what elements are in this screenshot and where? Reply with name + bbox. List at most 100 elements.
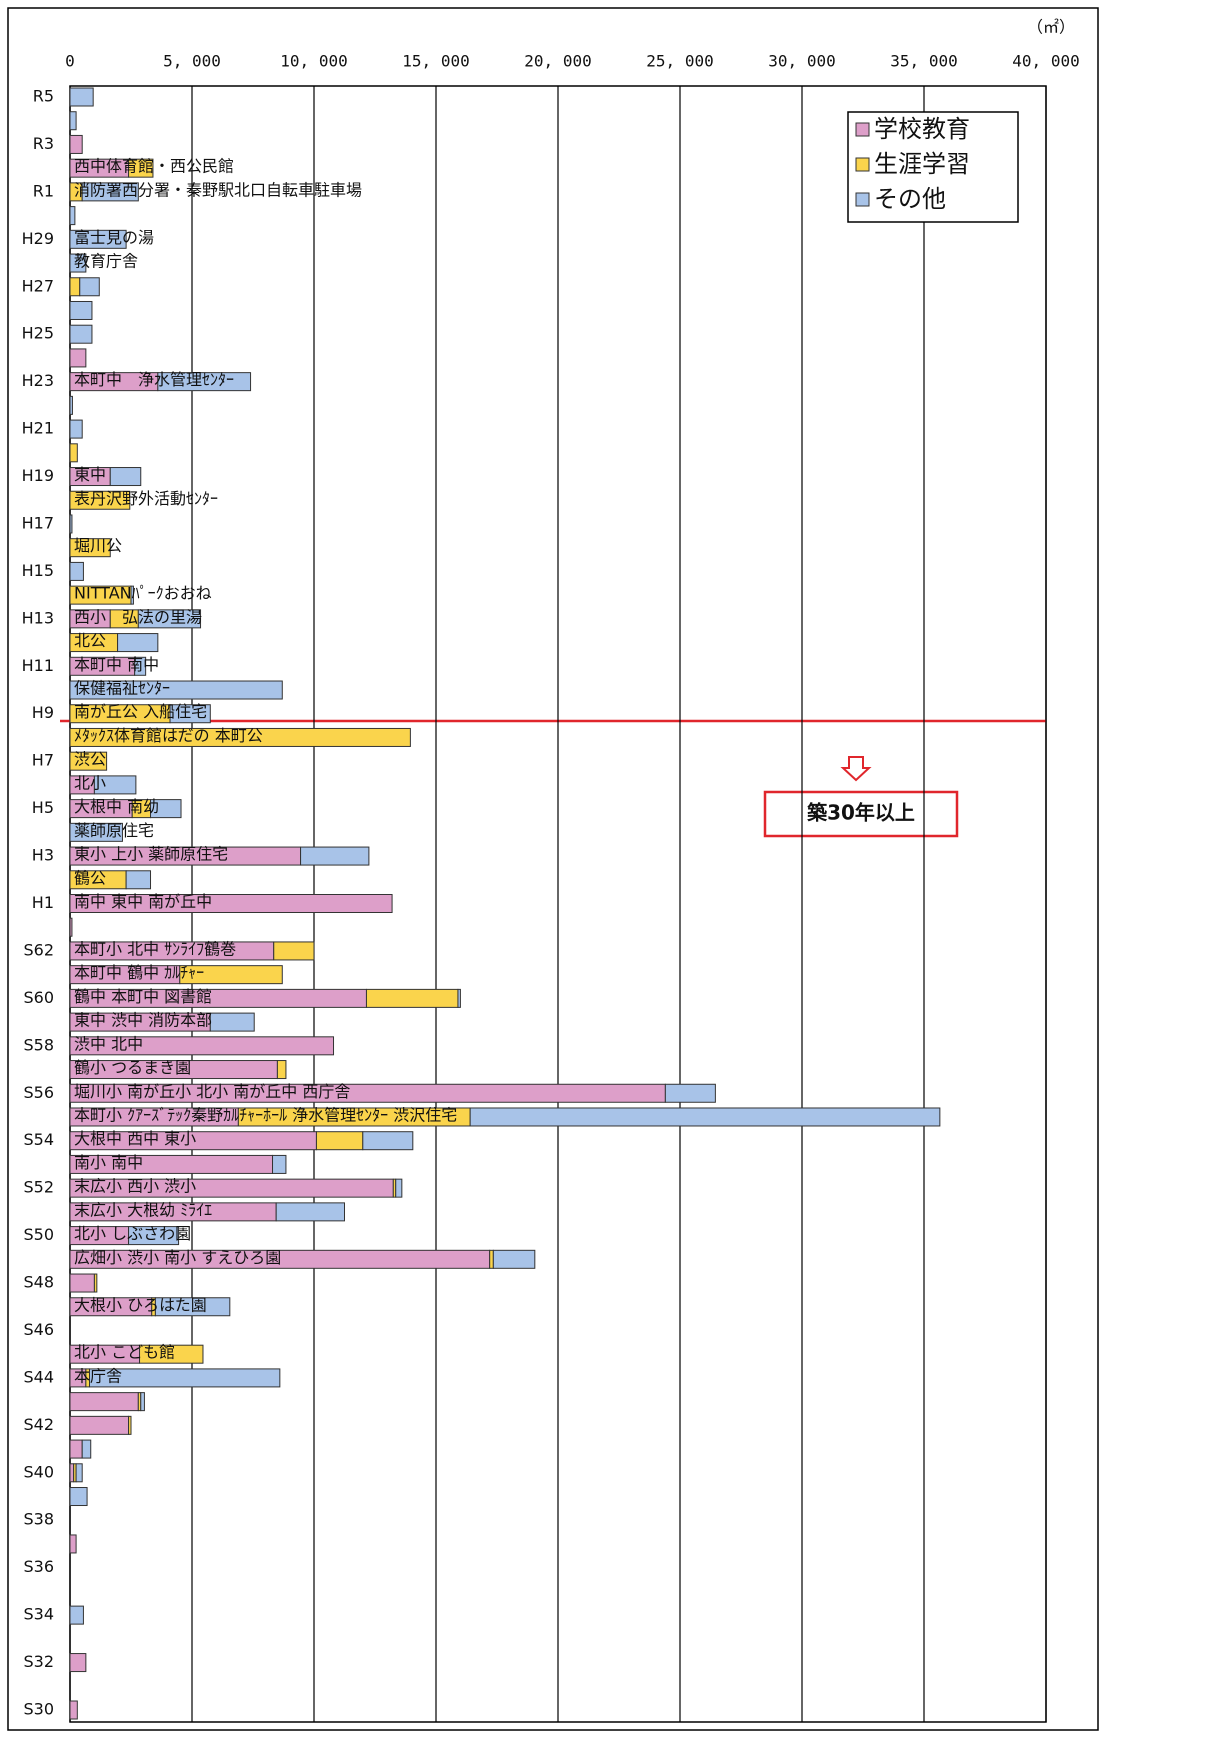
y-tick-label: S52 [23, 1178, 54, 1197]
bar-segment [489, 1249, 494, 1269]
bar-segment [69, 277, 81, 297]
bar-segment [69, 419, 83, 439]
bar-segment [117, 633, 159, 653]
bar-segment [457, 988, 461, 1008]
bar-label: 保健福祉ｾﾝﾀｰ [74, 679, 170, 698]
legend-label: 学校教育 [874, 115, 970, 143]
x-tick-label: 10, 000 [280, 52, 347, 71]
y-tick-label: R3 [33, 134, 54, 153]
bar-segment [272, 1154, 287, 1174]
bar-label: 本町中 鶴中 ｶﾙﾁｬｰ [74, 963, 204, 982]
legend-label: 生涯学習 [874, 150, 970, 178]
bar-segment [179, 965, 283, 985]
bar-segment [130, 585, 134, 605]
bar-segment [93, 1273, 98, 1293]
y-tick-label: R5 [33, 87, 54, 106]
bar-label: 大根中 南幼 [74, 797, 159, 816]
annotation-box [763, 790, 959, 838]
bar-label: 鶴公 [74, 868, 106, 887]
bar-segment [157, 372, 252, 392]
bar-segment [69, 514, 73, 534]
y-tick-label: S30 [23, 1700, 54, 1719]
legend-label: その他 [874, 185, 946, 213]
x-tick-label: 25, 000 [646, 52, 713, 71]
legend-swatch [855, 192, 870, 207]
y-tick-label: R1 [33, 181, 54, 200]
bar-segment [139, 1344, 204, 1364]
bar-segment [69, 561, 84, 581]
bar-label: 本町小 北中 ｻﾝﾗｲﾌ鶴巻 [74, 939, 236, 958]
legend-swatch [855, 157, 870, 172]
bar-segment [209, 1012, 255, 1032]
bar-segment [69, 206, 76, 226]
bar-label: 教育庁舎 [74, 252, 138, 271]
bar-segment [69, 894, 393, 913]
y-tick-label: S56 [23, 1083, 54, 1102]
bar-segment [134, 656, 147, 676]
bar-label: NITTANﾊﾟｰｸおおね [74, 584, 212, 603]
bar-segment [69, 134, 83, 154]
bar-label: 北小 こども館 [74, 1343, 175, 1362]
bar-segment [365, 988, 459, 1008]
bar-label: 東中 渋中 消防本部 [74, 1011, 212, 1030]
bar-label: 南中 東中 南が丘中 [74, 892, 212, 911]
bar-segment [137, 609, 202, 629]
bar-segment [300, 846, 370, 866]
y-tick-label: H5 [32, 798, 54, 817]
bar-segment [89, 1368, 281, 1388]
bar-label: 東小 上小 薬師原住宅 [74, 845, 228, 864]
y-tick-label: S44 [23, 1367, 54, 1386]
bar-segment [315, 1131, 364, 1151]
bar-segment [69, 1392, 139, 1412]
bar-segment [69, 87, 94, 107]
bar-label: 表丹沢野外活動ｾﾝﾀｰ [74, 489, 218, 508]
bar-segment [128, 1415, 132, 1435]
bar-label: 富士見の湯 [74, 228, 154, 247]
y-tick-label: H11 [22, 656, 54, 675]
bar-label: 鶴小 つるまき園 [74, 1058, 191, 1077]
bar-segment [69, 822, 123, 842]
legend-swatch [855, 122, 870, 137]
bar-segment [69, 751, 108, 771]
bar-segment [154, 1297, 231, 1317]
bar-label: 薬師原住宅 [74, 821, 154, 840]
bar-segment [69, 1036, 335, 1056]
bar-segment [69, 1700, 78, 1720]
bar-segment [75, 1463, 83, 1483]
y-tick-label: S32 [23, 1652, 54, 1671]
y-tick-label: H17 [22, 513, 54, 532]
bar-label: 堀川小 南が丘小 北小 南が丘中 西庁舎 [74, 1082, 350, 1101]
bar-segment [79, 277, 100, 297]
bar-segment [492, 1249, 536, 1269]
bar-segment [469, 1107, 941, 1127]
y-tick-label: S60 [23, 988, 54, 1007]
bar-label: 東中 [74, 465, 106, 484]
bar-label: 北小 [74, 773, 106, 792]
bar-label: 末広小 大根幼 ﾐﾗｲｴ [74, 1200, 212, 1219]
bar-label: 大根中 西中 東小 [74, 1129, 196, 1148]
y-tick-label: H27 [22, 276, 54, 295]
plot [69, 86, 1047, 1722]
y-tick-label: S48 [23, 1273, 54, 1292]
annotation: 築30年以上 [806, 801, 915, 825]
bar-label: 堀川公 [74, 536, 122, 555]
x-tick-label: 20, 000 [524, 52, 591, 71]
bar-label: 大根小 ひろはた園 [74, 1295, 207, 1314]
y-tick-label: H15 [22, 561, 54, 580]
legend-box [847, 111, 1019, 223]
y-tick-label: H29 [22, 229, 54, 248]
y-tick-label: H9 [32, 703, 54, 722]
bar-label: 西中体育館・西公民館 [74, 157, 234, 176]
bar-label: 北小 しぶさわ園 [74, 1224, 191, 1243]
y-tick-label: H23 [22, 371, 54, 390]
bar-segment [69, 443, 78, 463]
bar-label: 渋公 [74, 750, 106, 769]
bar-segment [69, 1534, 77, 1554]
bar-label: 渋中 北中 [74, 1034, 143, 1053]
bar-segment [69, 1487, 88, 1507]
bar-segment [69, 1273, 95, 1293]
y-tick-label: S46 [23, 1320, 54, 1339]
bar-label: ﾒﾀｯｸｽ体育館はだの 本町公 [74, 726, 263, 745]
bar-segment [362, 1131, 414, 1151]
